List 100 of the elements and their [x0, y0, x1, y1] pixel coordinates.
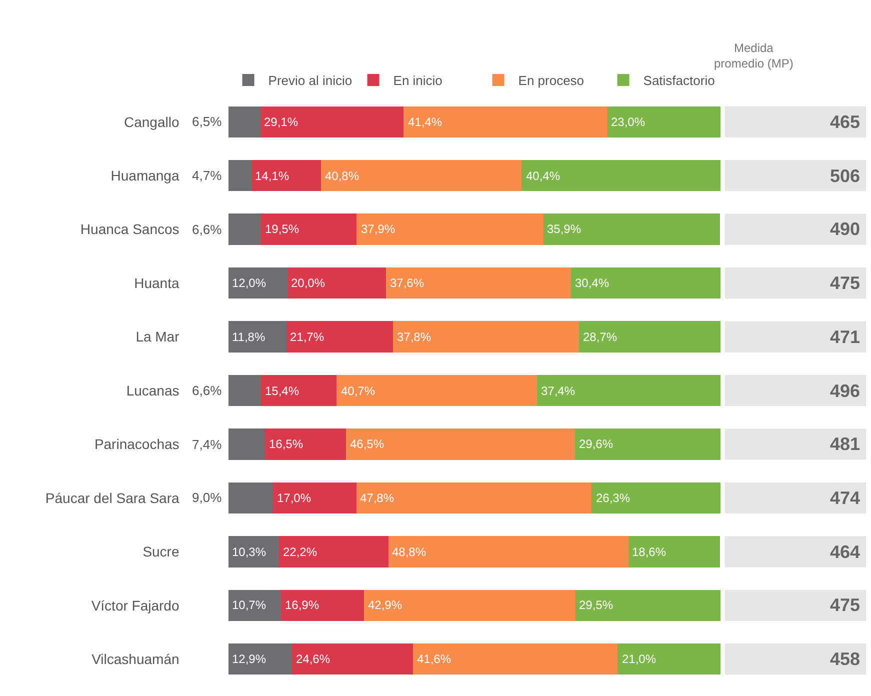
data-label: 37,8% [397, 330, 432, 344]
bar [579, 321, 720, 352]
bar [522, 160, 720, 192]
bar [286, 321, 394, 352]
bar [260, 374, 337, 406]
bar [280, 590, 364, 621]
text: 490 [830, 219, 860, 239]
bar [228, 482, 273, 514]
bar [618, 644, 720, 675]
data-label: 17,0% [277, 491, 312, 505]
data-label: 40,4% [526, 169, 560, 183]
y-tick-label: Lucanas [126, 382, 180, 398]
data-label: 16,9% [285, 598, 320, 612]
bar [251, 160, 321, 192]
data-label: 6,6% [192, 383, 222, 398]
data-label: 35,9% [547, 222, 582, 236]
data-label: 10,3% [232, 545, 266, 559]
text: 475 [830, 595, 860, 615]
data-label: 28,7% [583, 330, 618, 344]
data-label: 29,1% [264, 115, 298, 129]
y-tick-label: Sucre [142, 544, 180, 560]
data-label: 46,5% [350, 437, 384, 451]
bar [260, 106, 404, 138]
legend-label: Satisfactorio [643, 73, 715, 88]
bar [393, 321, 580, 352]
data-label: 4,7% [192, 168, 222, 183]
bar [228, 536, 279, 568]
bar [336, 374, 537, 406]
y-tick-label: Parinacochas [94, 436, 180, 452]
data-label: 29,5% [579, 598, 614, 612]
data-label: 19,5% [265, 222, 300, 236]
y-tick-label: Huamanga [110, 167, 180, 184]
data-label: 26,3% [596, 491, 630, 505]
data-label: 15,4% [265, 384, 300, 398]
data-label: 41,6% [417, 652, 452, 666]
text: 471 [830, 327, 860, 347]
data-label: 12,0% [232, 276, 266, 290]
legend-label: En proceso [518, 73, 584, 88]
bar [575, 590, 720, 621]
legend-label: Previo al inicio [268, 73, 352, 88]
data-label: 23,0% [611, 115, 646, 129]
data-label: 22,2% [283, 545, 318, 559]
bar [228, 428, 265, 460]
text: 464 [830, 542, 860, 562]
bar [260, 214, 357, 245]
bar [264, 428, 346, 460]
bar [570, 267, 720, 299]
data-label: 21,0% [622, 652, 656, 666]
data-label: 6,6% [192, 222, 222, 237]
data-label: 29,6% [579, 437, 614, 451]
text: 458 [830, 649, 860, 669]
bar [228, 106, 260, 138]
bar [228, 267, 288, 299]
bar [592, 482, 720, 514]
text: 506 [830, 166, 860, 186]
bar [412, 644, 618, 675]
data-label: 37,9% [361, 222, 396, 236]
data-label: 12,9% [232, 652, 266, 666]
data-label: 37,4% [541, 384, 576, 398]
bar [228, 590, 281, 621]
text: 481 [830, 434, 860, 454]
data-label: 7,4% [192, 437, 222, 452]
data-label: 21,7% [290, 330, 324, 344]
data-label: 20,0% [291, 276, 326, 290]
bar [287, 267, 386, 299]
bar [278, 536, 388, 568]
bar [574, 428, 720, 460]
bar [386, 267, 571, 299]
data-label: 37,6% [390, 276, 424, 290]
data-label: 41,4% [408, 115, 442, 129]
y-tick-label: Páucar del Sara Sara [45, 490, 180, 506]
y-tick-label: Vilcashuamán [92, 651, 180, 668]
bar [228, 214, 261, 245]
data-label: 10,7% [232, 598, 266, 612]
text: 496 [830, 381, 860, 401]
data-label: 18,6% [632, 545, 666, 559]
data-label: 40,7% [341, 384, 376, 398]
bar [536, 374, 720, 406]
bar [228, 644, 292, 675]
bar [320, 160, 522, 192]
bar [543, 214, 720, 245]
bar [628, 536, 720, 568]
text: 474 [830, 488, 860, 508]
text: 465 [830, 112, 860, 132]
data-label: 24,6% [296, 652, 330, 666]
bar [607, 106, 720, 138]
bar [356, 482, 592, 514]
data-label: 48,8% [392, 545, 426, 559]
bar [404, 106, 608, 138]
bar [228, 374, 261, 406]
data-label: 9,0% [192, 490, 222, 505]
bar [346, 428, 575, 460]
bar [228, 160, 252, 192]
bar [228, 321, 286, 352]
data-label: 47,8% [360, 491, 394, 505]
bar [292, 644, 413, 675]
data-label: 11,8% [232, 330, 266, 344]
y-tick-label: Huanca Sancos [80, 221, 180, 238]
data-label: 16,5% [269, 437, 304, 451]
bar [364, 590, 576, 621]
